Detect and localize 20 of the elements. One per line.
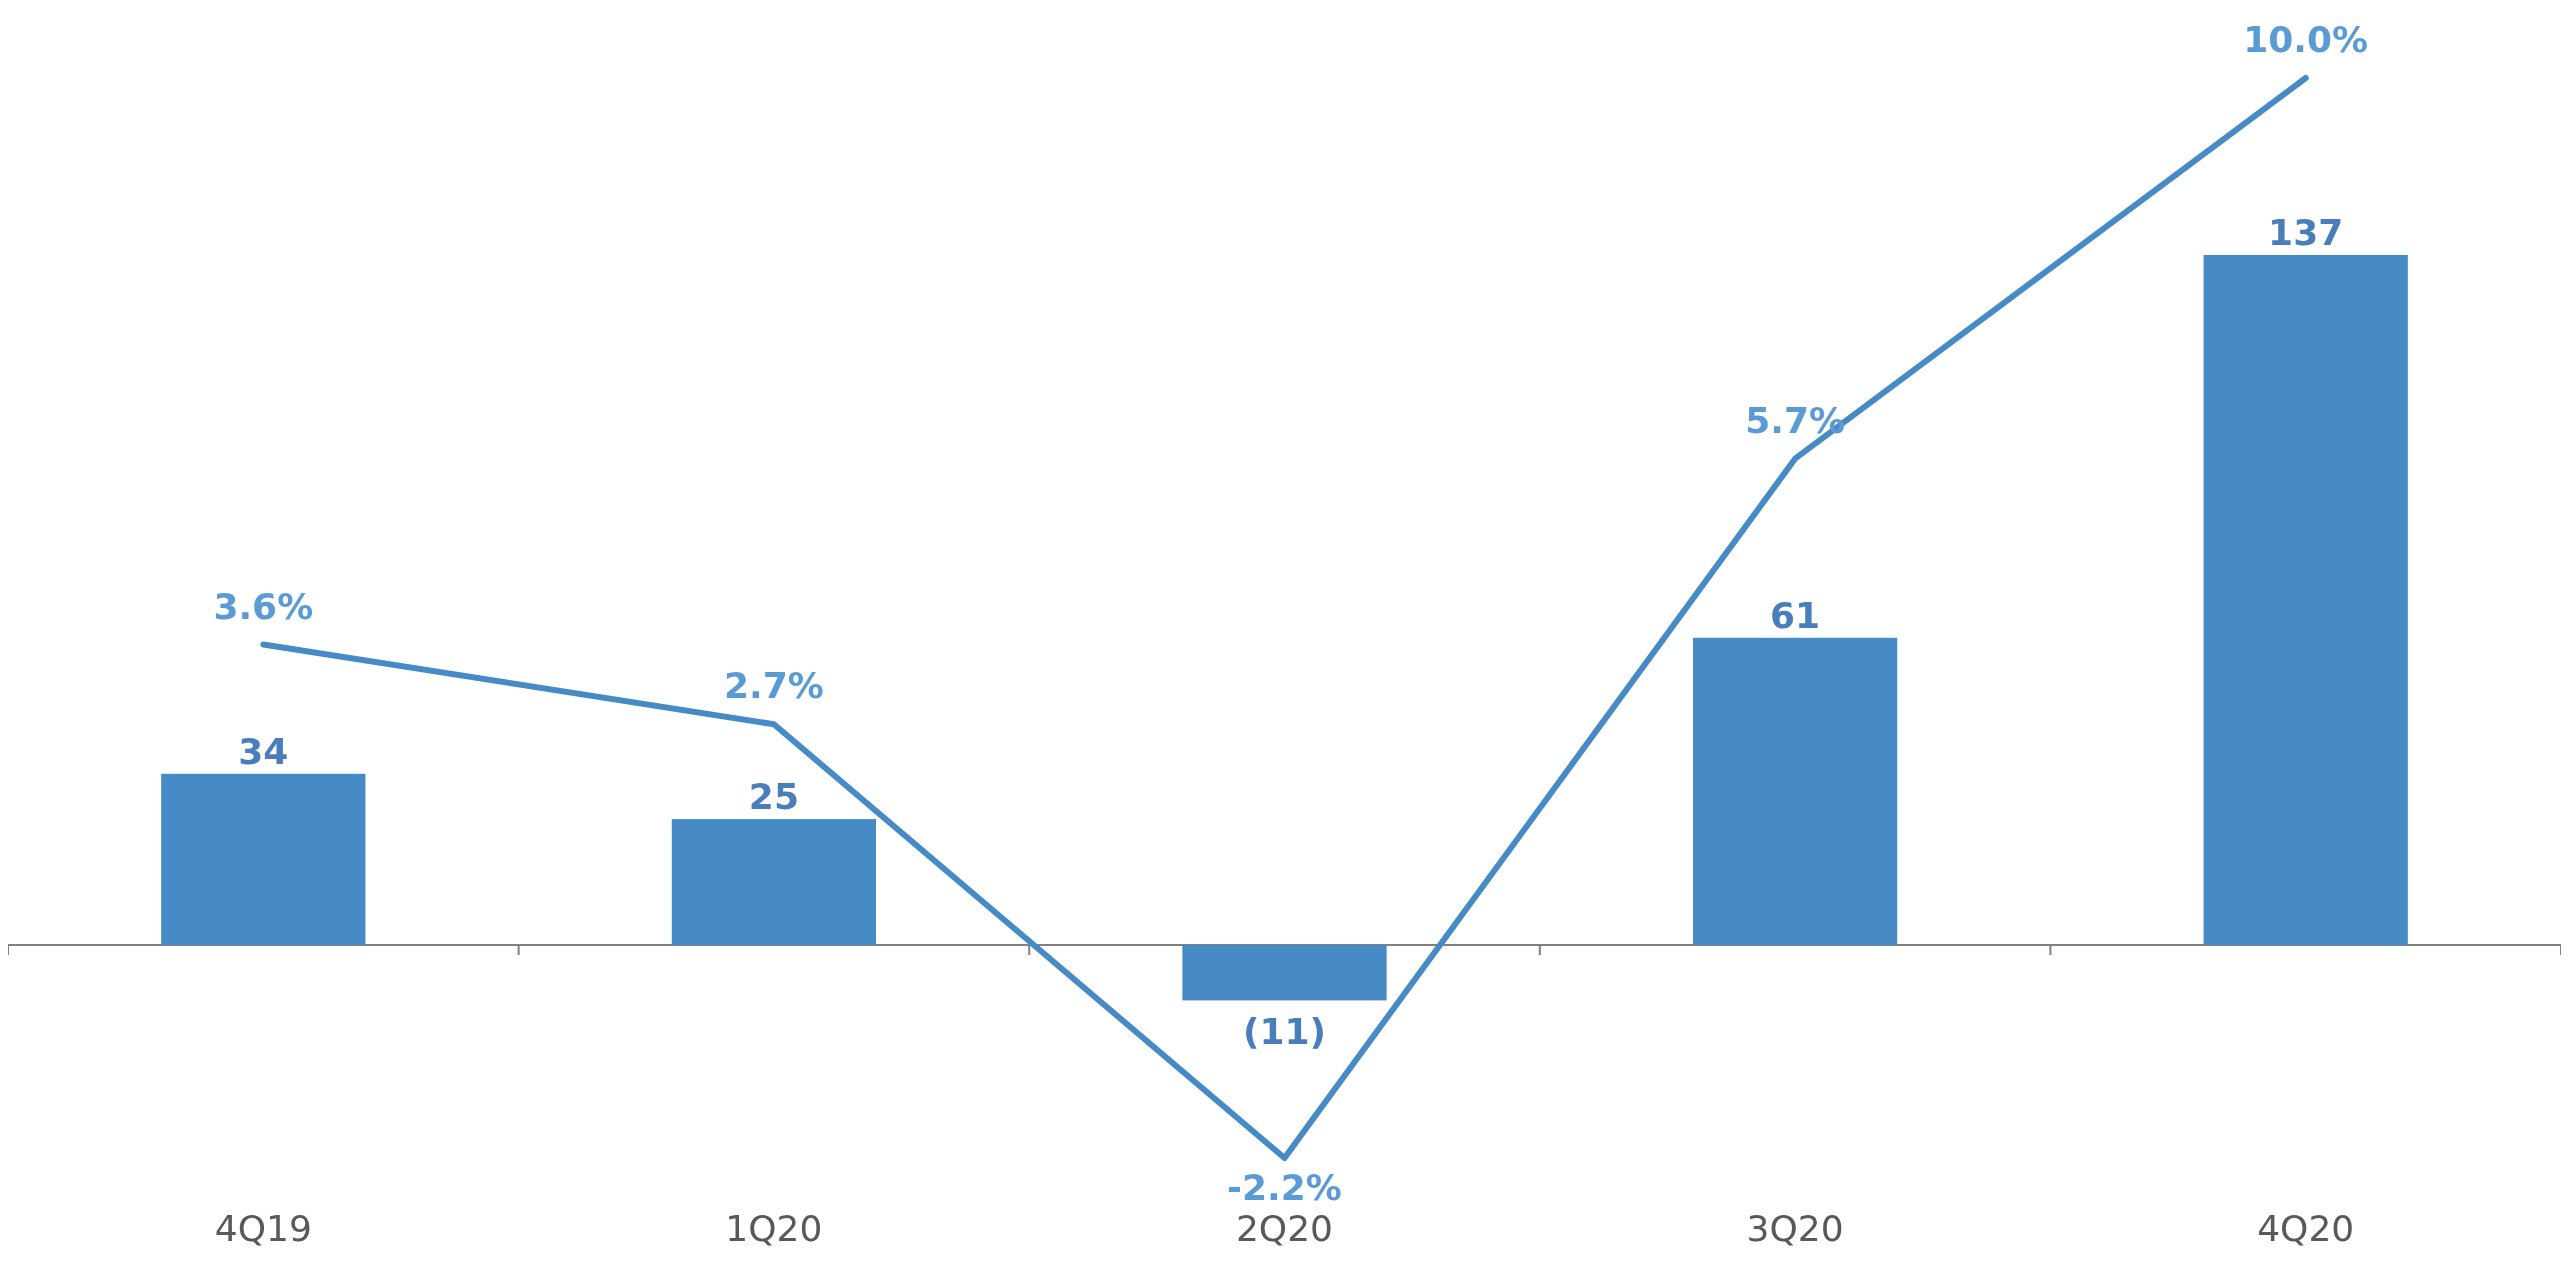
bar — [671, 819, 877, 945]
x-tick-label: 3Q20 — [1746, 1208, 1844, 1249]
x-tick-label: 4Q19 — [214, 1208, 312, 1249]
bar — [1692, 637, 1898, 945]
data-label: 2.7% — [723, 665, 824, 707]
data-label: 61 — [1770, 594, 1821, 636]
bar — [161, 773, 366, 945]
data-label: 34 — [238, 730, 289, 772]
data-label: (11) — [1242, 1011, 1327, 1053]
x-tick-label: 2Q20 — [1235, 1208, 1334, 1249]
data-label: -2.2% — [1227, 1167, 1342, 1208]
x-tick-label: 1Q20 — [725, 1208, 823, 1249]
data-label: 25 — [748, 776, 799, 818]
data-label: 5.7% — [1745, 399, 1846, 441]
bar — [2203, 255, 2408, 945]
data-label: 10.0% — [2243, 19, 2369, 60]
data-label: 137 — [2268, 212, 2344, 253]
x-tick-label: 4Q20 — [2257, 1208, 2355, 1249]
bar — [1182, 945, 1387, 1001]
data-label: 3.6% — [213, 585, 314, 627]
